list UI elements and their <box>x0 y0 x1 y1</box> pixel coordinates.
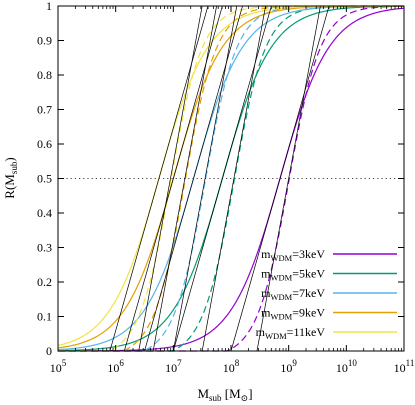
legend-label-11kev: mWDM=11keV <box>256 325 326 341</box>
y-tick-label: 1 <box>46 0 52 13</box>
legend-label-rest: =11keV <box>287 325 326 339</box>
y-tick-label: 0.4 <box>37 206 52 220</box>
x-tick-exponent: 11 <box>406 358 415 368</box>
x-tick-exponent: 6 <box>119 358 124 368</box>
y-axis-label-close: ) <box>2 157 17 161</box>
x-tick-exponent: 9 <box>292 358 297 368</box>
ticks-layer: 105 106 107 108 109 1010 101100.10.20.30.40.50… <box>37 0 414 375</box>
y-tick-label: 0.1 <box>37 310 52 324</box>
legend-label-rest: =5keV <box>292 267 325 281</box>
y-tick-label: 0.6 <box>37 137 52 151</box>
y-tick-label: 0.5 <box>37 172 52 186</box>
x-tick-exponent: 5 <box>62 358 67 368</box>
x-axis-label-sub: sub <box>209 393 222 403</box>
legend: mWDM=3keVmWDM=5keVmWDM=7keVmWDM=9keVmWDM… <box>256 247 397 341</box>
x-tick-exponent: 7 <box>177 358 182 368</box>
legend-label-sub: WDM <box>271 292 293 302</box>
x-tick-exponent: 8 <box>235 358 240 368</box>
legend-label-sub: WDM <box>265 331 287 341</box>
x-axis-label-unit-sub: ⊙ <box>241 393 249 403</box>
tangent-line-7kev-1 <box>172 5 238 352</box>
legend-label-sub: WDM <box>271 273 293 283</box>
legend-label-sub: WDM <box>271 312 293 322</box>
y-tick-label: 0.8 <box>37 68 52 82</box>
y-tick-label: 0.7 <box>37 103 52 117</box>
y-tick-label: 0 <box>46 344 52 358</box>
tangent-line-5kev-1 <box>201 5 266 352</box>
x-axis-label-close: ] <box>248 386 252 401</box>
x-axis-label-unit: [M <box>222 386 242 401</box>
y-tick-label: 0.9 <box>37 34 52 48</box>
tangent-line-3kev-0 <box>230 5 330 352</box>
y-tick-label: 0.2 <box>37 275 52 289</box>
legend-label-5kev: mWDM=5keV <box>261 267 325 283</box>
legend-label-rest: =9keV <box>292 306 325 320</box>
tangent-line-9kev-1 <box>152 5 217 352</box>
y-axis-label-sub: sub <box>9 161 19 174</box>
legend-label-rest: =7keV <box>292 286 325 300</box>
tangent-line-3kev-1 <box>256 5 321 352</box>
legend-label-sub: WDM <box>271 253 293 263</box>
legend-label-rest: =3keV <box>292 247 325 261</box>
tangent-layer <box>109 5 330 352</box>
x-tick-exponent: 10 <box>348 358 358 368</box>
tangent-line-11kev-1 <box>138 5 203 352</box>
y-tick-label: 0.3 <box>37 241 52 255</box>
